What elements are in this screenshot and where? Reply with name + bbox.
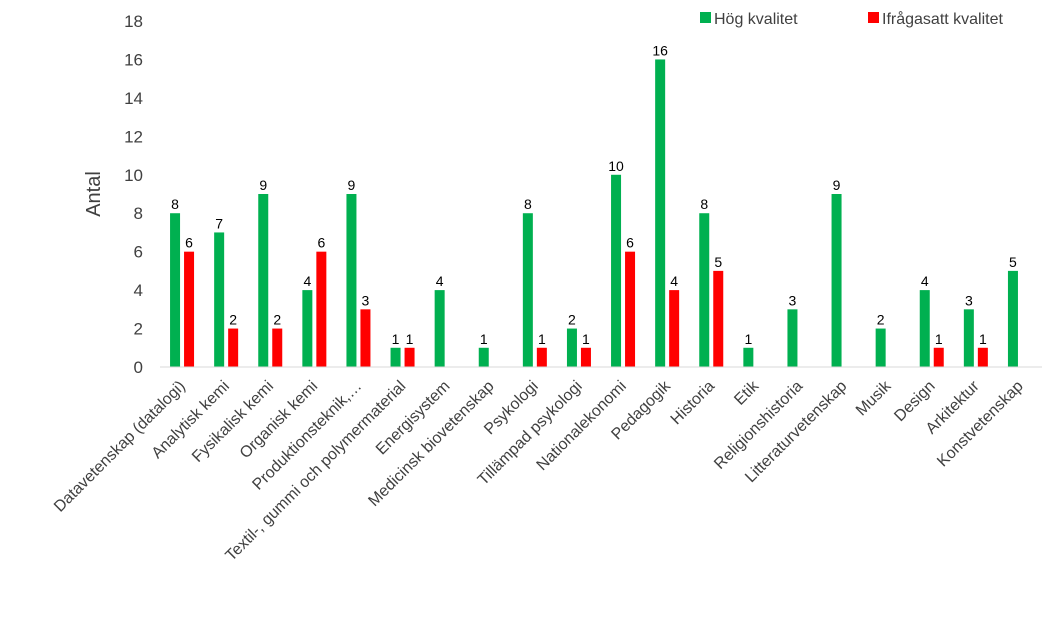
data-label: 16	[652, 42, 668, 58]
bar	[522, 213, 533, 367]
data-label: 2	[568, 312, 576, 328]
data-label: 1	[935, 331, 943, 347]
bar	[272, 328, 283, 367]
bar	[1007, 270, 1018, 367]
x-tick-label: Musik	[853, 377, 895, 419]
y-axis: 0 2 4 6 8 10 12 14 16 18	[124, 12, 143, 377]
y-tick-label: 18	[124, 12, 143, 31]
x-tick-label: Etik	[731, 377, 763, 409]
bar	[258, 194, 269, 367]
bar	[655, 59, 666, 367]
bar	[875, 328, 886, 367]
data-label: 6	[626, 235, 634, 251]
bar	[699, 213, 710, 367]
bar	[580, 347, 591, 367]
bar	[228, 328, 239, 367]
data-label: 2	[877, 312, 885, 328]
data-label: 4	[670, 273, 678, 289]
data-label: 10	[608, 158, 624, 174]
x-tick-label: Analytisk kemi	[149, 378, 233, 462]
bar	[963, 309, 974, 367]
data-label: 9	[259, 177, 267, 193]
bar	[919, 290, 930, 367]
x-tick-label: Historia	[668, 378, 718, 428]
data-label: 7	[215, 215, 223, 231]
bar	[390, 347, 401, 367]
y-tick-label: 8	[134, 204, 143, 223]
bar	[743, 347, 754, 367]
data-label: 5	[714, 254, 722, 270]
data-label: 1	[480, 331, 488, 347]
bar	[977, 347, 988, 367]
data-label: 1	[582, 331, 590, 347]
legend-label-hog-kvalitet: Hög kvalitet	[714, 11, 798, 28]
data-label: 1	[406, 331, 414, 347]
category-labels: Datavetenskap (datalogi)Analytisk kemiFy…	[51, 377, 1027, 565]
bar	[360, 309, 371, 367]
y-tick-label: 6	[134, 243, 143, 262]
bar	[933, 347, 944, 367]
bar	[170, 213, 181, 367]
bar	[302, 290, 313, 367]
data-label: 8	[700, 196, 708, 212]
data-label: 8	[171, 196, 179, 212]
bar	[831, 194, 842, 367]
bar	[316, 251, 327, 367]
y-tick-label: 4	[134, 281, 143, 300]
bar	[787, 309, 798, 367]
y-tick-label: 12	[124, 127, 143, 146]
bar	[404, 347, 415, 367]
bar	[434, 290, 445, 367]
x-tick-label: Organisk kemi	[237, 378, 321, 462]
y-axis-label: Antal	[83, 171, 105, 217]
data-label: 3	[362, 292, 370, 308]
data-label: 1	[979, 331, 987, 347]
data-label: 6	[185, 235, 193, 251]
data-label: 5	[1009, 254, 1017, 270]
bar	[625, 251, 636, 367]
data-label: 2	[273, 312, 281, 328]
data-label: 4	[921, 273, 929, 289]
legend: Hög kvalitet Ifrågasatt kvalitet	[700, 10, 1004, 28]
data-label: 9	[833, 177, 841, 193]
y-tick-label: 0	[134, 358, 143, 377]
data-label: 3	[965, 292, 973, 308]
legend-swatch-hog-kvalitet	[700, 12, 711, 23]
data-label: 8	[524, 196, 532, 212]
bar	[713, 270, 724, 367]
data-label: 9	[348, 177, 356, 193]
data-label: 2	[229, 312, 237, 328]
bar	[214, 232, 225, 367]
data-label: 3	[789, 292, 797, 308]
data-label: 4	[436, 273, 444, 289]
legend-swatch-ifragasatt-kvalitet	[868, 12, 879, 23]
data-label: 4	[303, 273, 311, 289]
y-tick-label: 14	[124, 89, 143, 108]
bar	[566, 328, 577, 367]
bar	[478, 347, 489, 367]
bar	[669, 290, 680, 367]
bar	[536, 347, 547, 367]
data-label: 6	[317, 235, 325, 251]
y-tick-label: 10	[124, 166, 143, 185]
legend-label-ifragasatt-kvalitet: Ifrågasatt kvalitet	[882, 10, 1004, 28]
bar	[346, 194, 357, 367]
bar	[611, 174, 622, 367]
y-tick-label: 2	[134, 320, 143, 339]
data-label: 1	[744, 331, 752, 347]
y-tick-label: 16	[124, 50, 143, 69]
bar	[184, 251, 195, 367]
data-label: 1	[538, 331, 546, 347]
data-label: 1	[392, 331, 400, 347]
